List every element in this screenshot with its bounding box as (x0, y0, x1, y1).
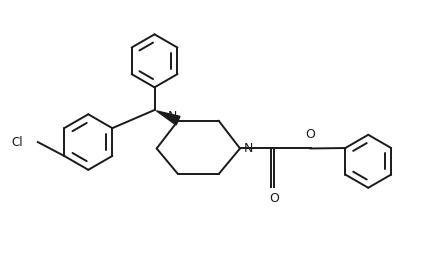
Text: Cl: Cl (12, 136, 23, 148)
Text: N: N (168, 110, 178, 123)
Text: N: N (244, 142, 253, 155)
Polygon shape (156, 111, 180, 125)
Text: O: O (269, 193, 279, 206)
Text: O: O (306, 128, 316, 141)
